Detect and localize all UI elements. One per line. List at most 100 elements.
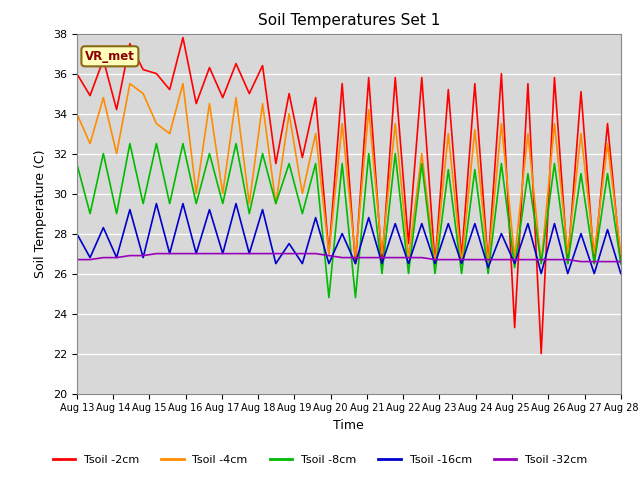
Tsoil -2cm [285,91,293,96]
Tsoil -2cm [604,120,611,126]
Tsoil -16cm [272,261,280,266]
Tsoil -32cm [285,251,293,256]
Tsoil -16cm [193,251,200,256]
Tsoil -4cm [404,255,412,261]
Tsoil -16cm [166,251,173,256]
Tsoil -32cm [365,255,372,261]
Tsoil -16cm [431,261,439,266]
Tsoil -16cm [524,221,532,227]
Tsoil -32cm [458,257,465,263]
Tsoil -32cm [86,257,94,263]
Tsoil -8cm [351,295,359,300]
Tsoil -8cm [179,141,187,146]
Tsoil -8cm [73,161,81,167]
Tsoil -8cm [298,211,306,216]
Tsoil -8cm [497,161,505,167]
Tsoil -2cm [232,60,240,66]
Tsoil -16cm [577,231,585,237]
Tsoil -32cm [444,257,452,263]
Tsoil -2cm [365,75,372,81]
Tsoil -2cm [538,351,545,357]
X-axis label: Time: Time [333,419,364,432]
Tsoil -32cm [152,251,160,256]
Tsoil -32cm [604,259,611,264]
Tsoil -4cm [365,107,372,112]
Tsoil -2cm [298,155,306,160]
Tsoil -16cm [617,271,625,276]
Tsoil -4cm [550,120,558,126]
Tsoil -32cm [113,255,120,261]
Tsoil -8cm [99,151,107,156]
Tsoil -4cm [259,101,266,107]
Tsoil -8cm [126,141,134,146]
Tsoil -2cm [259,63,266,69]
Tsoil -2cm [617,261,625,266]
Tsoil -16cm [126,207,134,213]
Tsoil -8cm [272,201,280,206]
Tsoil -16cm [259,207,266,213]
Tsoil -4cm [444,131,452,136]
Tsoil -32cm [272,251,280,256]
Tsoil -32cm [140,252,147,258]
Tsoil -2cm [591,261,598,266]
Tsoil -2cm [351,261,359,266]
Tsoil -16cm [86,255,94,261]
Tsoil -2cm [325,251,333,256]
Tsoil -8cm [484,271,492,276]
Tsoil -2cm [205,65,213,71]
Tsoil -8cm [193,201,200,206]
Tsoil -32cm [524,257,532,263]
Tsoil -4cm [312,131,319,136]
Tsoil -8cm [604,171,611,177]
Tsoil -2cm [246,91,253,96]
Tsoil -8cm [511,264,518,270]
Tsoil -4cm [298,191,306,196]
Tsoil -4cm [113,151,120,156]
Line: Tsoil -16cm: Tsoil -16cm [77,204,621,274]
Tsoil -16cm [152,201,160,206]
Tsoil -32cm [246,251,253,256]
Tsoil -8cm [152,141,160,146]
Tsoil -32cm [179,251,187,256]
Tsoil -8cm [166,201,173,206]
Tsoil -2cm [392,75,399,81]
Tsoil -16cm [298,261,306,266]
Tsoil -8cm [524,171,532,177]
Tsoil -4cm [511,255,518,261]
Line: Tsoil -8cm: Tsoil -8cm [77,144,621,298]
Tsoil -32cm [351,255,359,261]
Tsoil -2cm [179,35,187,40]
Tsoil -4cm [351,255,359,261]
Tsoil -32cm [232,251,240,256]
Tsoil -16cm [140,255,147,261]
Tsoil -8cm [140,201,147,206]
Tsoil -32cm [591,259,598,264]
Tsoil -32cm [205,251,213,256]
Tsoil -32cm [339,255,346,261]
Tsoil -32cm [392,255,399,261]
Tsoil -16cm [471,221,479,227]
Tsoil -16cm [497,231,505,237]
Tsoil -32cm [325,252,333,258]
Tsoil -8cm [458,271,465,276]
Tsoil -8cm [339,161,346,167]
Tsoil -16cm [484,264,492,270]
Tsoil -16cm [351,261,359,266]
Tsoil -4cm [484,261,492,266]
Tsoil -8cm [538,261,545,266]
Tsoil -8cm [365,151,372,156]
Tsoil -16cm [511,261,518,266]
Tsoil -2cm [339,81,346,86]
Tsoil -4cm [126,81,134,86]
Tsoil -8cm [312,161,319,167]
Tsoil -32cm [126,252,134,258]
Tsoil -4cm [538,261,545,266]
Tsoil -16cm [73,231,81,237]
Tsoil -32cm [577,259,585,264]
Tsoil -32cm [259,251,266,256]
Title: Soil Temperatures Set 1: Soil Temperatures Set 1 [258,13,440,28]
Tsoil -16cm [591,271,598,276]
Tsoil -16cm [458,261,465,266]
Tsoil -8cm [577,171,585,177]
Tsoil -2cm [86,93,94,98]
